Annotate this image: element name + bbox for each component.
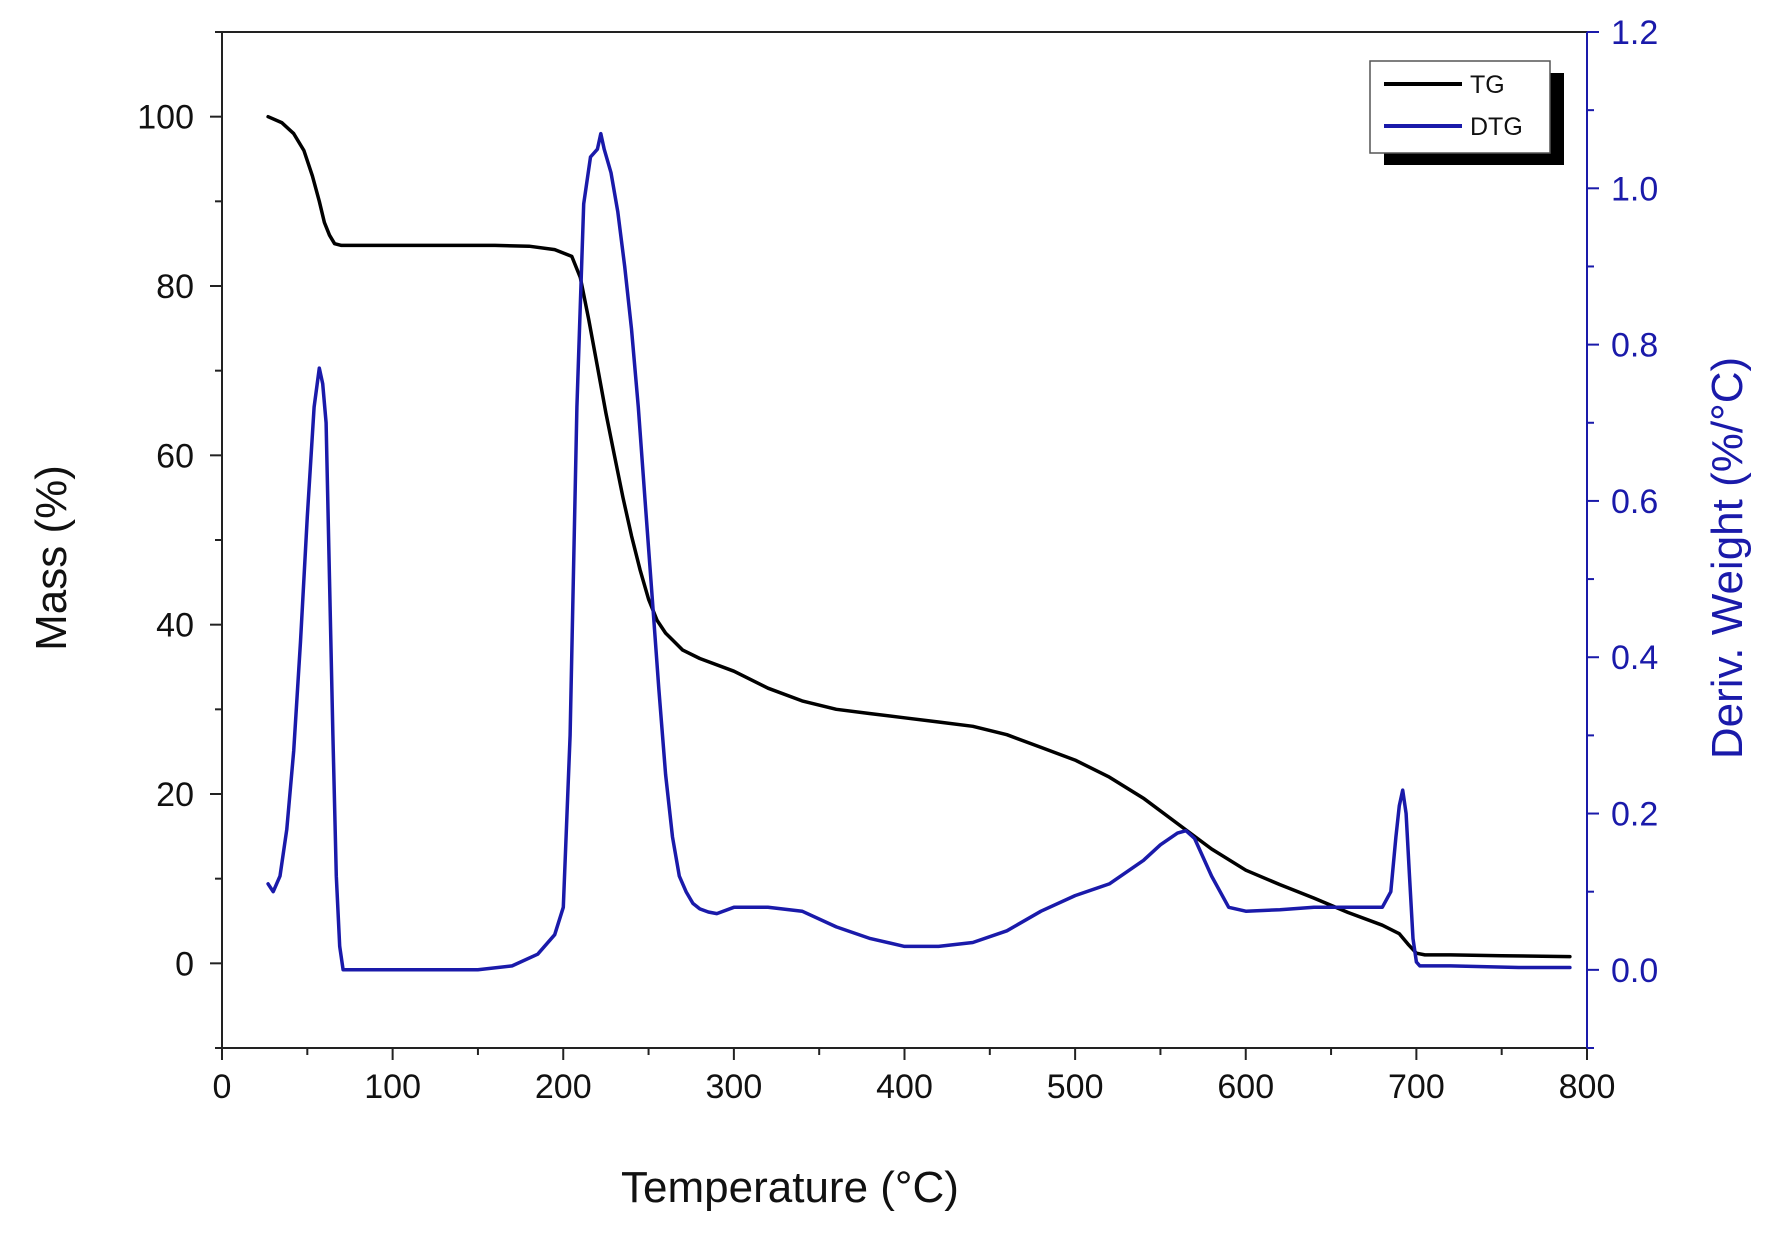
y2-tick-label: 1.0 bbox=[1611, 170, 1658, 208]
left-axis-title: Mass (%) bbox=[27, 465, 76, 651]
y-tick-label: 60 bbox=[156, 437, 194, 475]
y-tick-label: 80 bbox=[156, 268, 194, 306]
series-line-tg bbox=[266, 114, 1572, 959]
legend-box bbox=[1369, 60, 1551, 154]
x-axis-ticks: 0 100 200 300 400 500 600 700 800 bbox=[213, 1048, 1616, 1106]
y-tick-label: 0 bbox=[175, 945, 194, 983]
legend: TG DTG bbox=[1369, 60, 1564, 165]
y-tick-label: 20 bbox=[156, 776, 194, 814]
right-axis-title: Deriv. Weight (%/°C) bbox=[1703, 357, 1752, 759]
series-layer bbox=[266, 114, 1572, 972]
y2-tick-label: 0.0 bbox=[1611, 952, 1658, 990]
series-line-dtg bbox=[266, 131, 1572, 972]
y-tick-label: 40 bbox=[156, 607, 194, 645]
right-axis-ticks: 0.0 0.2 0.4 0.6 0.8 1.0 1.2 bbox=[1587, 14, 1658, 1049]
y2-tick-label: 1.2 bbox=[1611, 14, 1658, 52]
x-axis-title: Temperature (°C) bbox=[621, 1163, 959, 1212]
x-tick-label: 800 bbox=[1559, 1068, 1616, 1106]
y2-tick-label: 0.4 bbox=[1611, 639, 1658, 677]
left-axis-ticks: 0 20 40 60 80 100 bbox=[137, 31, 222, 1049]
x-tick-label: 300 bbox=[706, 1068, 763, 1106]
x-tick-label: 700 bbox=[1388, 1068, 1445, 1106]
legend-label-dtg: DTG bbox=[1470, 113, 1523, 141]
plot-frame bbox=[221, 31, 1588, 1049]
y-tick-label: 100 bbox=[137, 99, 194, 137]
y2-tick-label: 0.2 bbox=[1611, 796, 1658, 834]
x-tick-label: 500 bbox=[1047, 1068, 1104, 1106]
x-tick-label: 400 bbox=[876, 1068, 933, 1106]
y2-tick-label: 0.8 bbox=[1611, 327, 1658, 365]
x-tick-label: 0 bbox=[213, 1068, 232, 1106]
y2-tick-label: 0.6 bbox=[1611, 483, 1658, 521]
x-tick-label: 100 bbox=[364, 1068, 421, 1106]
legend-label-tg: TG bbox=[1470, 71, 1505, 99]
x-tick-label: 200 bbox=[535, 1068, 592, 1106]
x-tick-label: 600 bbox=[1217, 1068, 1274, 1106]
